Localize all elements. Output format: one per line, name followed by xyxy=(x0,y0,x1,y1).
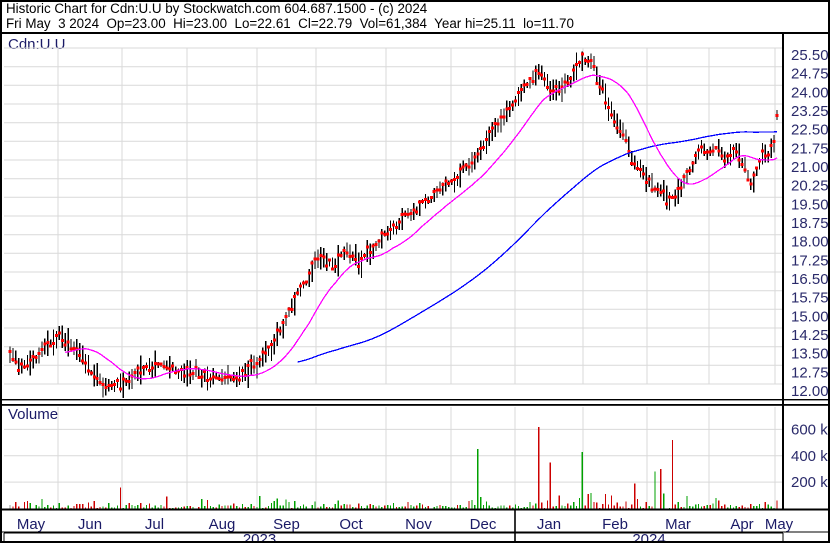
svg-text:21.75: 21.75 xyxy=(791,140,829,157)
svg-text:24.00: 24.00 xyxy=(791,84,829,101)
svg-text:May: May xyxy=(17,516,46,533)
svg-text:600 k: 600 k xyxy=(791,421,828,438)
svg-text:Jul: Jul xyxy=(145,516,164,533)
svg-text:21.00: 21.00 xyxy=(791,159,829,176)
svg-text:Nov: Nov xyxy=(405,516,432,533)
svg-text:200 k: 200 k xyxy=(791,474,828,491)
svg-text:15.00: 15.00 xyxy=(791,308,829,325)
svg-text:Oct: Oct xyxy=(339,516,363,533)
svg-text:May: May xyxy=(765,516,794,533)
svg-text:18.75: 18.75 xyxy=(791,215,829,232)
svg-text:15.75: 15.75 xyxy=(791,290,829,307)
svg-text:Dec: Dec xyxy=(470,516,497,533)
svg-text:Volume: Volume xyxy=(8,406,58,423)
svg-text:Jan: Jan xyxy=(537,516,561,533)
svg-text:Apr: Apr xyxy=(730,516,753,533)
svg-text:12.00: 12.00 xyxy=(791,383,829,400)
svg-text:13.50: 13.50 xyxy=(791,346,829,363)
svg-text:Aug: Aug xyxy=(209,516,236,533)
svg-text:Feb: Feb xyxy=(602,516,628,533)
svg-text:Jun: Jun xyxy=(78,516,102,533)
svg-text:14.25: 14.25 xyxy=(791,327,829,344)
svg-text:19.50: 19.50 xyxy=(791,196,829,213)
svg-text:23.25: 23.25 xyxy=(791,103,829,120)
svg-text:16.50: 16.50 xyxy=(791,271,829,288)
svg-text:20.25: 20.25 xyxy=(791,178,829,195)
svg-text:25.50: 25.50 xyxy=(791,47,829,64)
svg-text:18.00: 18.00 xyxy=(791,234,829,251)
svg-text:12.75: 12.75 xyxy=(791,364,829,381)
svg-text:24.75: 24.75 xyxy=(791,66,829,83)
svg-text:400 k: 400 k xyxy=(791,448,828,465)
svg-text:17.25: 17.25 xyxy=(791,252,829,269)
svg-text:Sep: Sep xyxy=(273,516,300,533)
svg-text:Mar: Mar xyxy=(665,516,691,533)
svg-text:22.50: 22.50 xyxy=(791,122,829,139)
